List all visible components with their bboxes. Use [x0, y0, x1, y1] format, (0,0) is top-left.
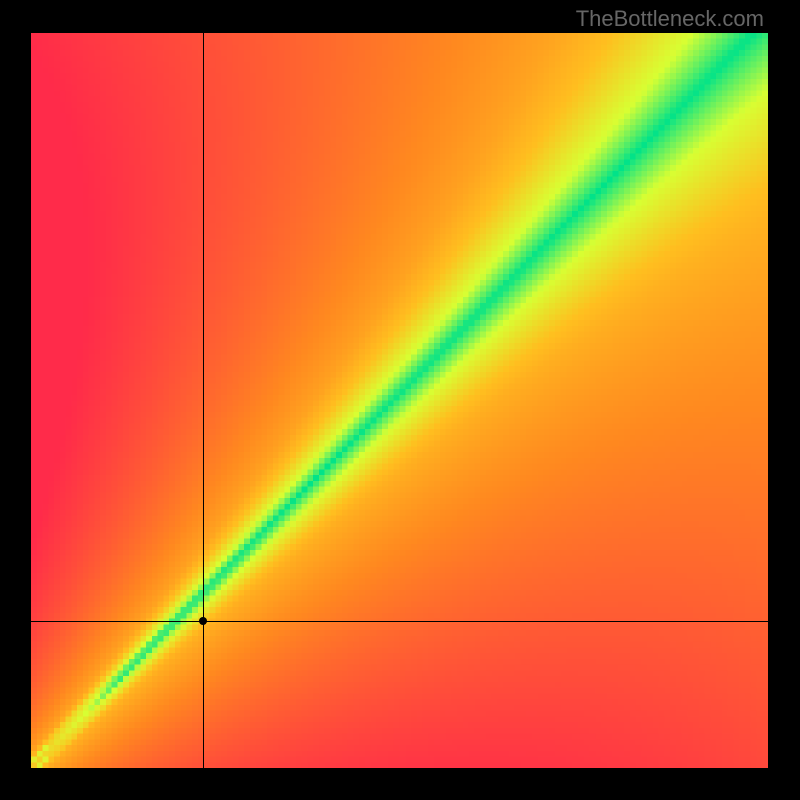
crosshair-horizontal: [31, 621, 768, 622]
crosshair-vertical: [203, 33, 204, 768]
chart-container: TheBottleneck.com: [0, 0, 800, 800]
crosshair-marker: [199, 617, 207, 625]
bottleneck-heatmap: [31, 33, 768, 768]
watermark-text: TheBottleneck.com: [576, 6, 764, 32]
